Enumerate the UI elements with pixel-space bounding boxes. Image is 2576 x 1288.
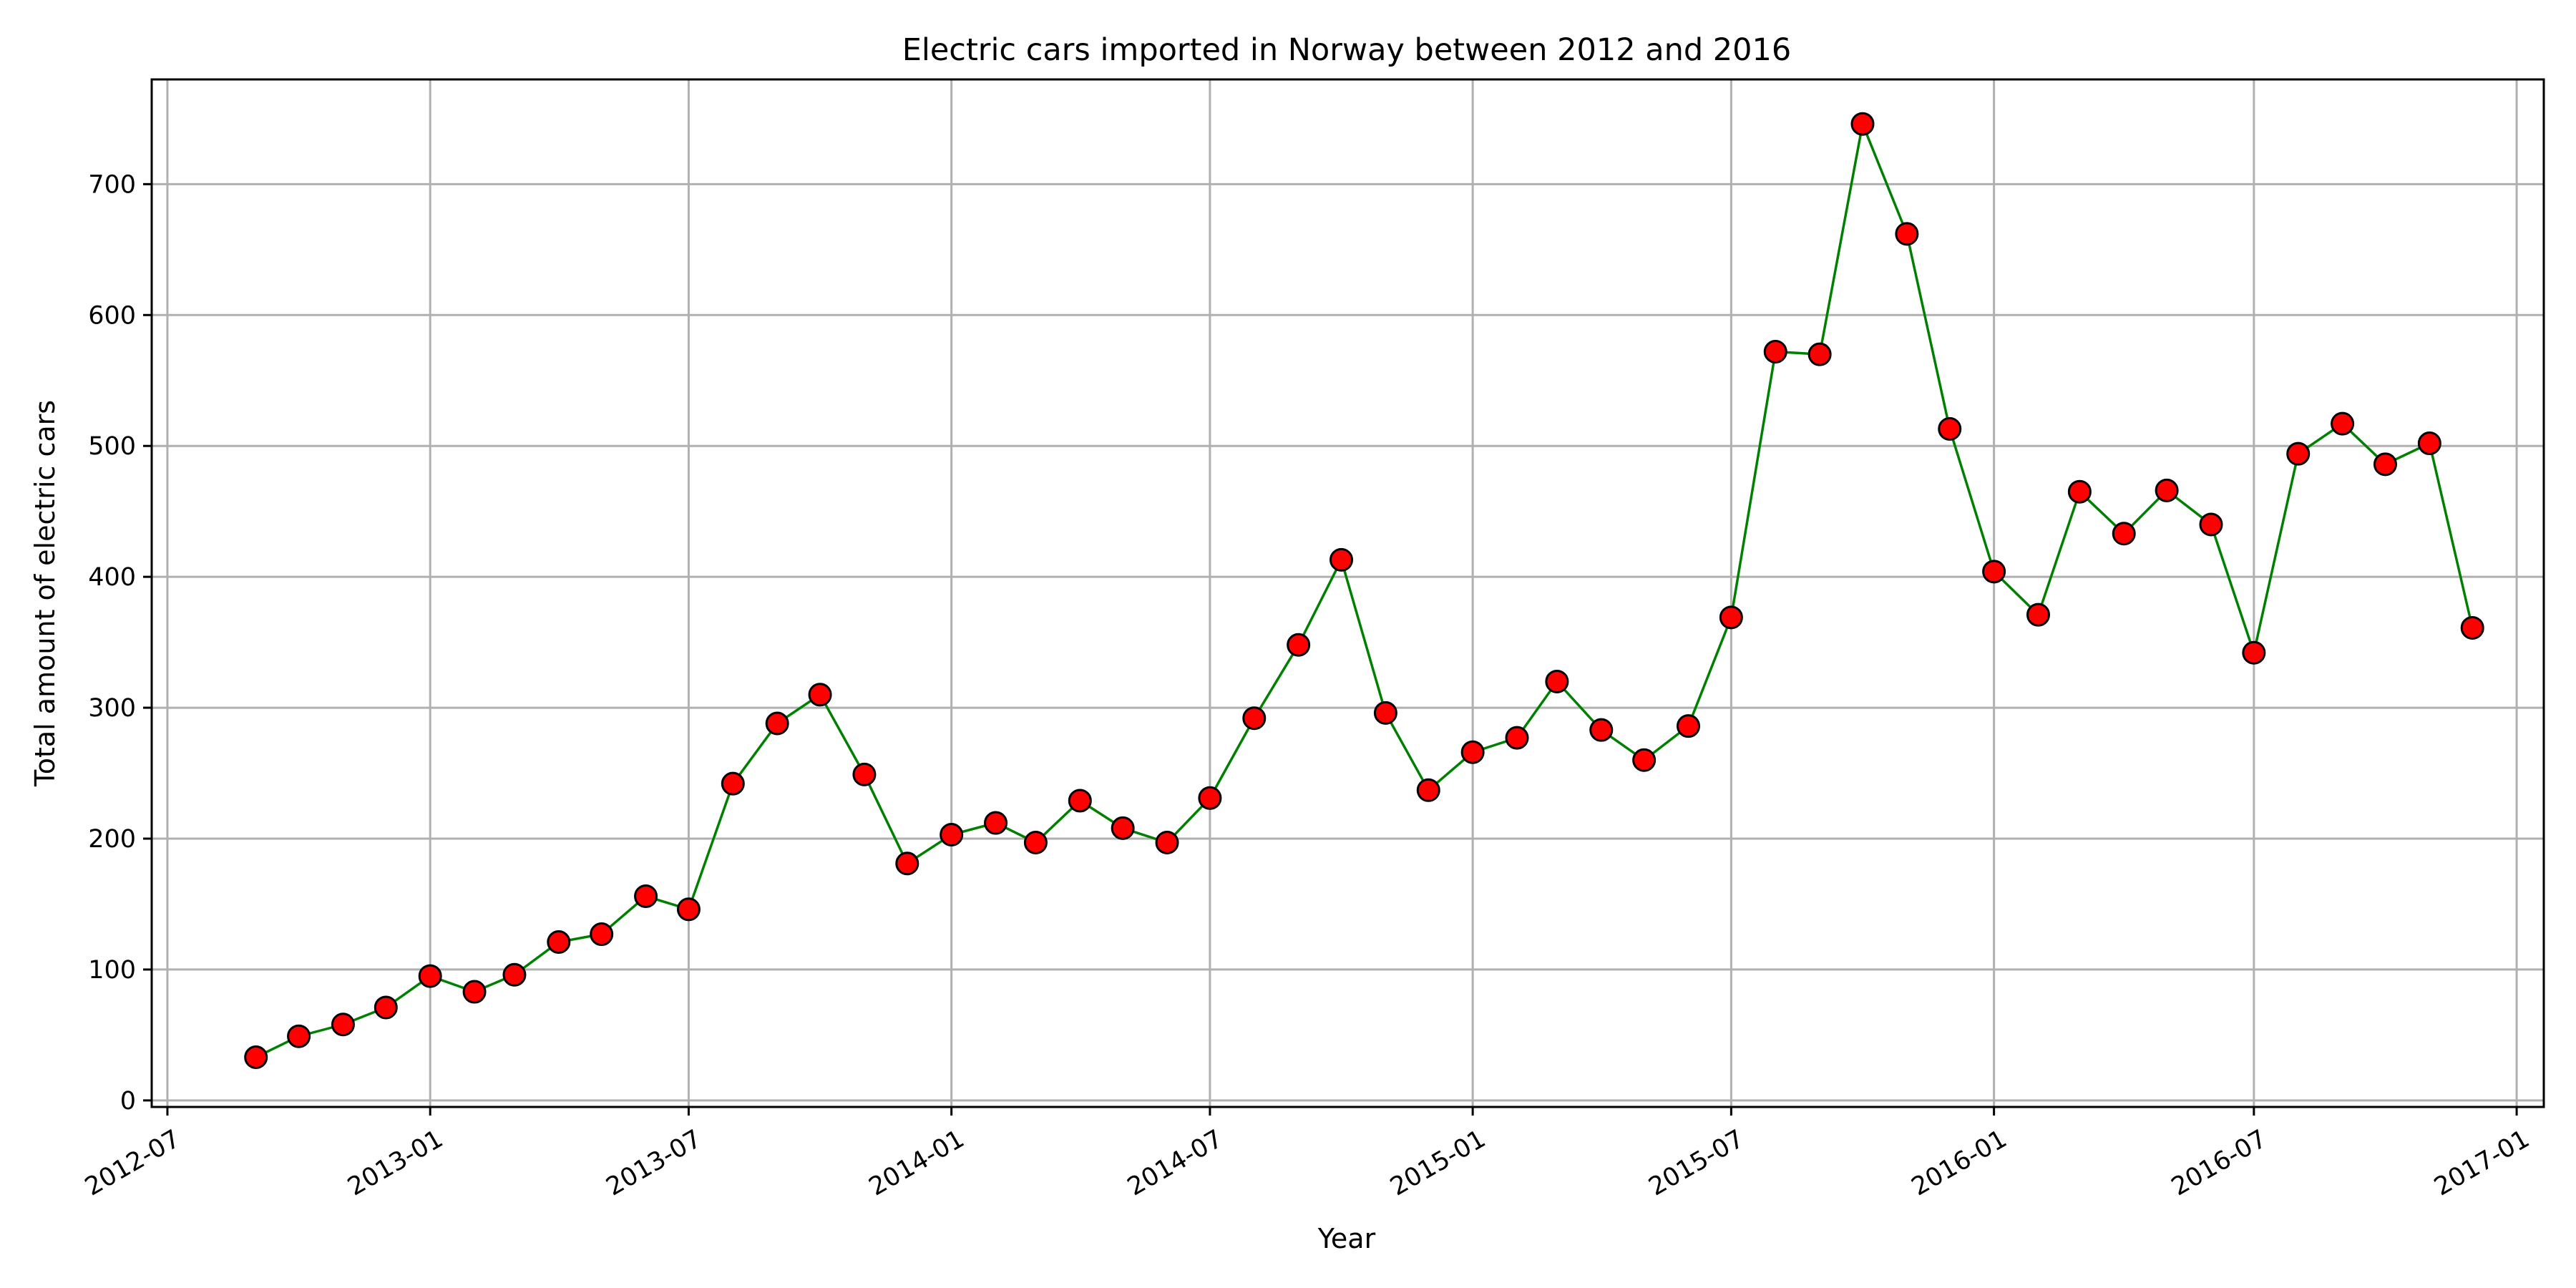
plot-frame (150, 78, 2545, 1108)
data-point (1198, 786, 1222, 810)
data-point (1895, 222, 1919, 246)
data-point (2199, 512, 2223, 537)
x-tick-label: 2016-01 (1907, 1125, 2012, 1202)
x-tick-label: 2015-07 (1644, 1125, 1750, 1202)
data-point (1850, 112, 1875, 136)
data-point (808, 683, 832, 707)
y-tick-label: 100 (88, 956, 136, 985)
data-point (2242, 640, 2266, 665)
data-point (1416, 778, 1440, 802)
y-tick-label: 700 (88, 170, 136, 199)
data-point (2112, 522, 2136, 546)
data-point (1982, 560, 2006, 584)
y-axis-label: Total amount of electric cars (29, 400, 61, 787)
x-tick-label: 2014-07 (1123, 1125, 1228, 1202)
data-point (2155, 478, 2179, 502)
data-series (244, 112, 2484, 1069)
data-point (676, 897, 701, 922)
x-tick-label: 2013-01 (343, 1125, 448, 1202)
data-point (418, 964, 442, 988)
data-point (895, 852, 919, 876)
data-point (2026, 602, 2050, 627)
grid (152, 79, 2544, 1107)
data-point (1460, 740, 1485, 764)
data-point (984, 811, 1008, 835)
data-point (1545, 669, 1569, 693)
y-tick-label: 400 (88, 563, 136, 592)
y-tick-label: 500 (88, 432, 136, 461)
x-tick-label: 2015-01 (1385, 1125, 1491, 1202)
data-point (2067, 479, 2092, 504)
data-point (1287, 633, 1311, 657)
axis-ticks: 2012-07 2013-01 2013-07 2014-01 2014-07 2015-… (80, 170, 2534, 1201)
series-line (255, 119, 2474, 1059)
y-tick-label: 600 (88, 301, 136, 330)
data-point (1719, 605, 1743, 630)
data-point (244, 1045, 268, 1069)
data-point (765, 711, 789, 736)
data-point (374, 995, 398, 1020)
data-point (1632, 748, 1657, 772)
data-point (1373, 701, 1397, 725)
data-point (462, 980, 487, 1004)
data-point (1068, 789, 1092, 813)
data-point (2286, 441, 2311, 466)
data-point (852, 762, 877, 786)
data-point (2331, 411, 2355, 436)
data-point (2417, 431, 2441, 456)
data-point (1763, 339, 1787, 364)
y-tick-label: 200 (88, 825, 136, 854)
x-tick-label: 2013-07 (602, 1125, 707, 1202)
x-tick-label: 2014-01 (864, 1125, 970, 1202)
data-point (547, 930, 571, 955)
y-tick-label: 300 (88, 694, 136, 723)
data-point (1807, 342, 1832, 366)
chart-title: Electric cars imported in Norway between… (902, 32, 1792, 68)
data-point (1677, 714, 1701, 738)
data-point (1505, 726, 1529, 750)
data-point (2373, 452, 2397, 477)
data-point (1242, 706, 1267, 731)
data-point (634, 884, 658, 908)
data-point (1330, 547, 1354, 572)
data-point (1589, 718, 1614, 742)
data-point (721, 771, 745, 796)
y-tick-label: 0 (120, 1087, 136, 1116)
data-point (2460, 615, 2484, 640)
data-point (1023, 830, 1048, 854)
data-point (502, 962, 527, 987)
data-point (590, 922, 614, 947)
data-point (1155, 830, 1179, 854)
x-tick-label: 2017-01 (2429, 1125, 2534, 1202)
x-tick-label: 2016-07 (2167, 1125, 2272, 1202)
data-point (1938, 416, 1962, 441)
x-tick-label: 2012-07 (80, 1125, 185, 1202)
data-point (331, 1013, 355, 1037)
data-point (940, 823, 964, 847)
data-point (1111, 816, 1135, 840)
x-axis-label: Year (1317, 1223, 1376, 1254)
data-point (287, 1024, 311, 1048)
